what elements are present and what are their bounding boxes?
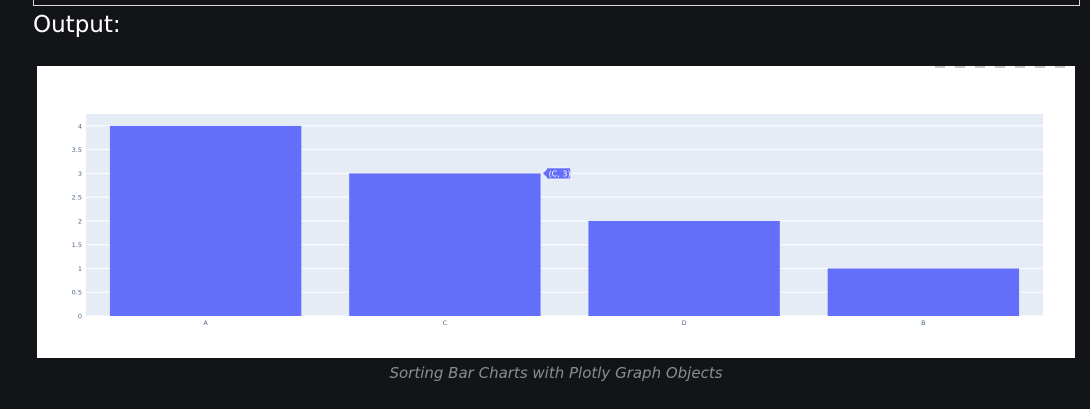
output-heading: Output: bbox=[33, 12, 121, 38]
bar-B[interactable] bbox=[827, 268, 1020, 316]
bar-D[interactable] bbox=[588, 220, 780, 316]
y-tick-label: 4 bbox=[78, 122, 82, 130]
bar-chart[interactable]: 0 0.5 1 1.5 2 2.5 3 3.5 4 A C D B (C, 3) bbox=[37, 66, 1075, 358]
y-tick-label: 3.5 bbox=[72, 146, 82, 154]
bar-A[interactable] bbox=[109, 125, 302, 316]
modebar-pan-icon[interactable] bbox=[975, 66, 985, 68]
y-tick-label: 2.5 bbox=[72, 194, 82, 202]
x-tick-label: B bbox=[921, 319, 925, 327]
modebar-zoom-in-icon[interactable] bbox=[1015, 66, 1025, 68]
bar-C[interactable] bbox=[349, 173, 541, 316]
hover-label-text: (C, 3) bbox=[549, 169, 571, 178]
modebar-camera-icon[interactable] bbox=[935, 66, 945, 68]
y-axis-ticks: 0 0.5 1 1.5 2 2.5 3 3.5 4 bbox=[72, 122, 82, 320]
y-tick-label: 3 bbox=[78, 170, 82, 178]
x-tick-label: D bbox=[682, 319, 687, 327]
figure-caption: Sorting Bar Charts with Plotly Graph Obj… bbox=[389, 364, 723, 382]
hover-tooltip: (C, 3) bbox=[542, 167, 571, 180]
modebar-autoscale-icon[interactable] bbox=[1055, 66, 1065, 68]
y-tick-label: 0 bbox=[78, 313, 82, 321]
x-tick-label: A bbox=[203, 319, 208, 327]
modebar-zoom-icon[interactable] bbox=[955, 66, 965, 68]
y-tick-label: 2 bbox=[78, 217, 82, 225]
bars[interactable] bbox=[109, 125, 1020, 316]
plotly-figure[interactable]: 0 0.5 1 1.5 2 2.5 3 3.5 4 A C D B (C, 3) bbox=[37, 66, 1075, 358]
y-tick-label: 1.5 bbox=[72, 241, 82, 249]
code-cell-border bbox=[33, 0, 1080, 6]
y-tick-label: 1 bbox=[78, 265, 82, 273]
x-tick-label: C bbox=[443, 319, 448, 327]
y-tick-label: 0.5 bbox=[72, 289, 82, 297]
modebar-box-select-icon[interactable] bbox=[995, 66, 1005, 68]
modebar-zoom-out-icon[interactable] bbox=[1035, 66, 1045, 68]
hover-label-box bbox=[542, 167, 571, 180]
modebar-toolbar[interactable] bbox=[935, 66, 1065, 68]
